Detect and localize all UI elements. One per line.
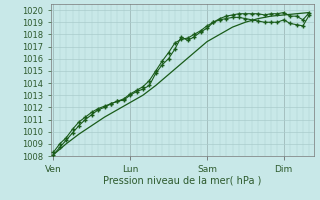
X-axis label: Pression niveau de la mer( hPa ): Pression niveau de la mer( hPa ) — [103, 175, 261, 185]
